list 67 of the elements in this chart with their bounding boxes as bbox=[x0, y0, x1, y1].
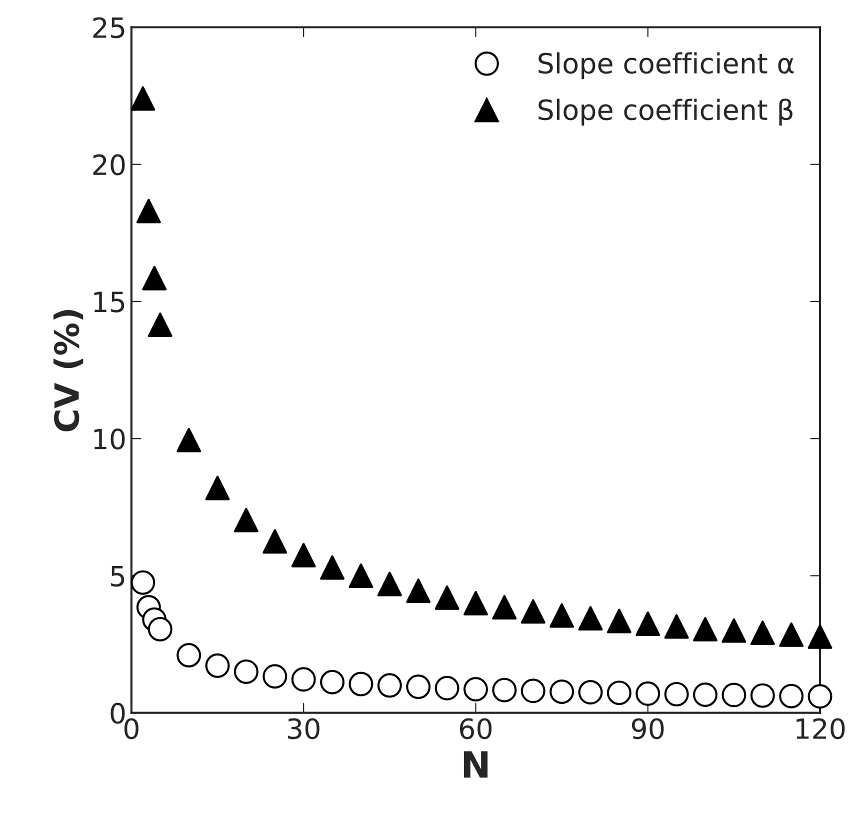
point bbox=[320, 670, 345, 694]
point bbox=[130, 86, 156, 111]
y-tick-label: 15 bbox=[94, 292, 124, 312]
point bbox=[434, 585, 460, 610]
y-tick-label: 10 bbox=[94, 428, 125, 450]
point bbox=[176, 428, 202, 452]
x-tick-label: 30 bbox=[288, 718, 320, 740]
point bbox=[693, 616, 718, 642]
point bbox=[205, 653, 230, 678]
point bbox=[606, 680, 632, 706]
point bbox=[664, 614, 689, 639]
point bbox=[664, 682, 689, 706]
y-axis-title: CV (%) bbox=[53, 310, 84, 432]
point bbox=[750, 620, 775, 646]
point bbox=[520, 678, 546, 704]
point bbox=[377, 673, 402, 698]
point bbox=[492, 595, 517, 620]
point bbox=[750, 683, 775, 708]
point bbox=[291, 542, 316, 568]
legend-label: Slope coefficient α bbox=[538, 52, 794, 80]
point bbox=[136, 198, 161, 224]
x-tick-label: 120 bbox=[796, 718, 845, 740]
point bbox=[148, 616, 172, 642]
y-tick-label: 25 bbox=[93, 17, 124, 38]
point bbox=[722, 682, 746, 708]
point bbox=[550, 603, 574, 628]
point bbox=[779, 684, 804, 708]
point bbox=[520, 599, 546, 624]
point bbox=[205, 476, 230, 500]
point bbox=[636, 611, 660, 636]
point bbox=[492, 678, 517, 702]
point bbox=[463, 590, 488, 616]
y-tick-label: 20 bbox=[93, 154, 125, 176]
point bbox=[142, 266, 167, 290]
x-tick-label: 0 bbox=[124, 718, 138, 740]
y-tick-label: 5 bbox=[111, 566, 124, 587]
point bbox=[578, 680, 603, 705]
x-tick-label: 90 bbox=[632, 718, 664, 740]
point bbox=[636, 681, 660, 706]
point bbox=[808, 624, 832, 649]
point bbox=[406, 578, 431, 604]
point bbox=[406, 674, 431, 700]
point bbox=[808, 684, 832, 709]
point bbox=[348, 672, 374, 696]
point bbox=[262, 529, 288, 554]
point bbox=[234, 659, 258, 684]
point bbox=[722, 618, 746, 643]
point bbox=[176, 643, 202, 668]
x-axis-title: N bbox=[464, 751, 488, 778]
y-tick-label: 0 bbox=[110, 702, 125, 724]
point bbox=[291, 667, 316, 692]
point bbox=[348, 563, 374, 588]
point bbox=[148, 312, 172, 338]
point bbox=[130, 570, 156, 595]
point bbox=[463, 677, 488, 702]
point bbox=[606, 608, 632, 634]
point bbox=[434, 676, 460, 700]
point bbox=[578, 606, 603, 630]
point bbox=[234, 508, 258, 532]
x-tick-label: 60 bbox=[460, 718, 492, 740]
point bbox=[550, 679, 574, 704]
point bbox=[693, 682, 718, 707]
point bbox=[262, 664, 288, 689]
legend-label: Slope coefficient β bbox=[538, 98, 792, 126]
point bbox=[779, 622, 804, 647]
point bbox=[377, 572, 402, 596]
point bbox=[320, 555, 345, 580]
